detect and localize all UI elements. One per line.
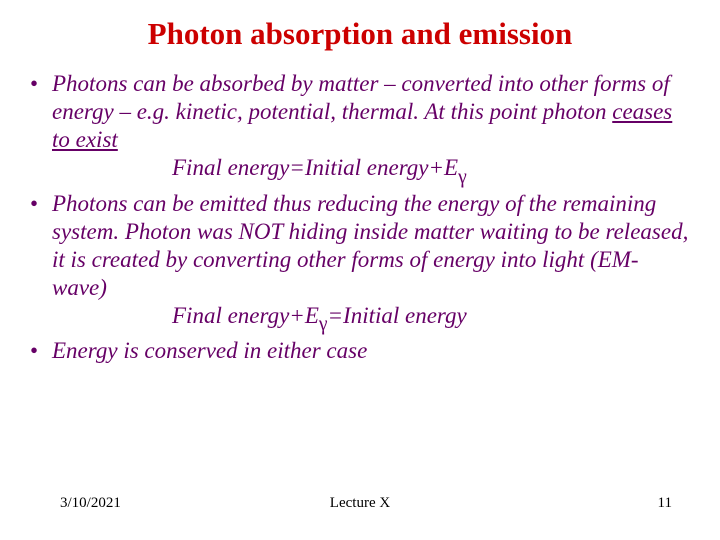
bullet-list: Photons can be absorbed by matter – conv… — [28, 70, 692, 365]
equation-subscript: γ — [458, 167, 467, 188]
equation-subscript: γ — [319, 314, 328, 335]
footer-page-number: 11 — [658, 495, 672, 512]
bullet-item: Energy is conserved in either case — [28, 337, 692, 365]
slide-title: Photon absorption and emission — [28, 16, 692, 52]
equation-before: Final energy=Initial energy+E — [172, 155, 458, 180]
equation-after: =Initial energy — [328, 303, 467, 328]
equation-before: Final energy+E — [172, 303, 319, 328]
equation: Final energy+Eγ=Initial energy — [52, 302, 692, 335]
footer-date: 3/10/2021 — [60, 495, 121, 512]
bullet-text: Photons can be absorbed by matter – conv… — [52, 71, 670, 124]
footer-center: Lecture X — [330, 495, 390, 512]
equation: Final energy=Initial energy+Eγ — [52, 154, 692, 187]
bullet-item: Photons can be absorbed by matter – conv… — [28, 70, 692, 188]
bullet-text: Energy is conserved in either case — [52, 338, 367, 363]
bullet-text: Photons can be emitted thus reducing the… — [52, 191, 688, 300]
bullet-item: Photons can be emitted thus reducing the… — [28, 190, 692, 336]
footer: 3/10/2021 Lecture X 11 — [0, 495, 720, 512]
slide: Photon absorption and emission Photons c… — [0, 0, 720, 540]
